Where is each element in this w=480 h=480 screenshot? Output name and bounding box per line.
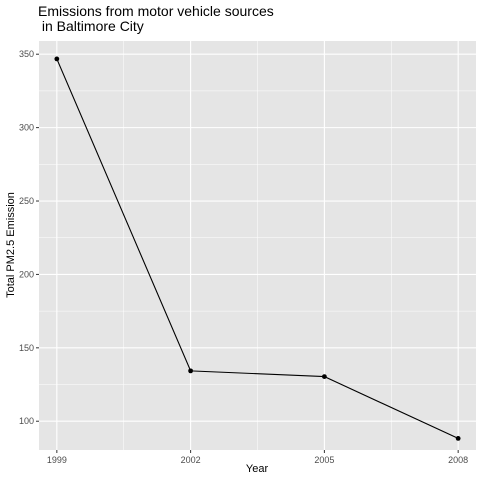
y-tick-label-250: 250 <box>19 196 34 206</box>
y-tick-label-300: 300 <box>19 123 34 133</box>
y-tick-label-200: 200 <box>19 269 34 279</box>
y-tick-label-100: 100 <box>19 416 34 426</box>
chart-title-line-2: in Baltimore City <box>38 18 144 34</box>
x-tick-label-2002: 2002 <box>181 455 201 465</box>
data-point-1999 <box>54 57 59 62</box>
data-point-2002 <box>188 368 193 373</box>
x-tick-label-2008: 2008 <box>448 455 468 465</box>
x-tick-label-2005: 2005 <box>314 455 334 465</box>
y-tick-label-350: 350 <box>19 49 34 59</box>
y-axis-title: Total PM2.5 Emission <box>5 192 17 298</box>
x-tick-label-1999: 1999 <box>47 455 67 465</box>
data-point-2005 <box>322 374 327 379</box>
data-point-2008 <box>456 436 461 441</box>
y-tick-label-150: 150 <box>19 343 34 353</box>
chart-title-line-1: Emissions from motor vehicle sources <box>38 3 274 19</box>
x-axis-title: Year <box>246 463 269 475</box>
